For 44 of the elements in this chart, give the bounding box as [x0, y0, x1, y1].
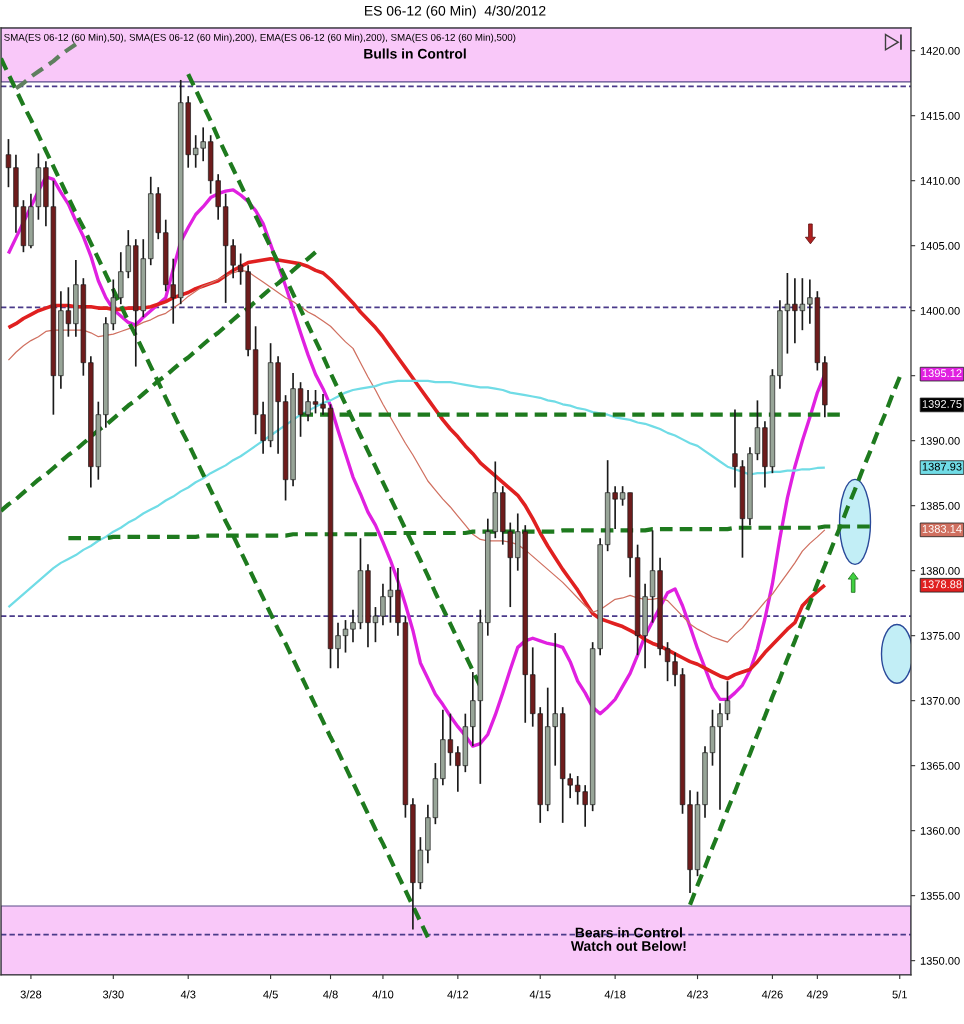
line-series [13, 42, 78, 91]
y-tick-label: 1380.00 [920, 566, 960, 575]
band-label: Bulls in Control [364, 48, 466, 59]
text: 1392.75 [922, 400, 962, 408]
candlestick [350, 608, 356, 644]
x-tick-label: 4/8 [323, 990, 338, 999]
candlestick [335, 621, 341, 670]
x-tick-label: 5/1 [892, 990, 907, 999]
y-tick-label: 1385.00 [920, 501, 960, 510]
y-tick-label: 1400.00 [920, 306, 960, 315]
text: 1378.88 [922, 580, 962, 589]
y-tick-label: 1360.00 [920, 826, 960, 835]
x-tick-label: 4/12 [447, 990, 469, 999]
y-tick-label: 1365.00 [920, 761, 960, 770]
y-tick-label: 1390.00 [920, 436, 960, 445]
y-tick-label: 1355.00 [920, 891, 960, 900]
y-tick-label: 1405.00 [920, 241, 960, 250]
candlestick [342, 619, 349, 654]
x-tick-label: 4/5 [263, 990, 278, 999]
candlestick [5, 138, 12, 189]
y-tick-label: 1350.00 [920, 956, 960, 965]
text: 1395.12 [922, 369, 962, 378]
x-tick-label: 3/28 [20, 990, 42, 999]
band-label: Bears in Control Watch out Below! [570, 927, 686, 951]
x-tick-label: 4/26 [761, 990, 783, 999]
x-tick-label: 4/23 [686, 990, 708, 999]
y-tick-label: 1420.00 [920, 46, 960, 55]
x-tick-label: 4/10 [372, 990, 394, 999]
line-series [7, 379, 826, 609]
y-tick-label: 1410.00 [920, 176, 960, 185]
text: 1383.14 [922, 524, 962, 533]
candlestick [717, 702, 723, 811]
x-tick-label: 4/15 [529, 990, 551, 999]
candlestick [724, 680, 731, 722]
y-tick-label: 1415.00 [920, 111, 960, 120]
x-tick-label: 4/18 [604, 990, 626, 999]
x-tick-label: 4/3 [180, 990, 196, 999]
text: SMA(ES 06-12 (60 Min),50), SMA(ES 06-12 (60 Min),200), EMA(ES 06-12 (60 Min),200), SMA(ES 06-12 (60 Min),500) [4, 33, 516, 43]
y-tick-label: 1370.00 [920, 696, 960, 705]
y-tick-label: 1375.00 [920, 631, 960, 640]
text: 1387.93 [922, 462, 962, 471]
x-tick-label: 3/30 [102, 990, 124, 999]
x-tick-label: 4/29 [806, 990, 828, 999]
chart-title: ES 06-12 (60 Min) 4/30/2012 [365, 5, 546, 19]
